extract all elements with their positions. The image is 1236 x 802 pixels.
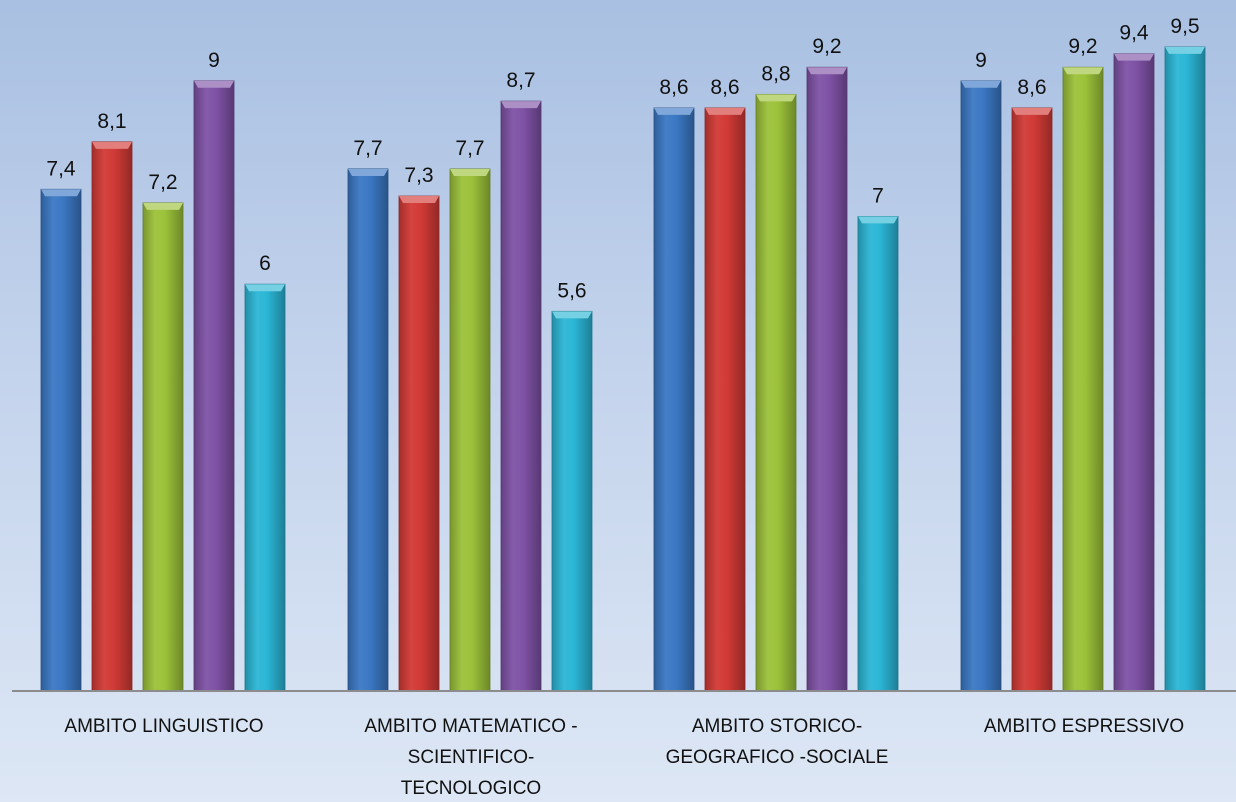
data-label: 7,7: [353, 137, 382, 160]
bar: [704, 107, 746, 692]
bar-top-bevel: [501, 101, 541, 109]
category-label: AMBITO STORICO- GEOGRAFICO -SOCIALE: [666, 716, 889, 768]
bar: [142, 202, 184, 692]
bar-top-bevel: [245, 284, 285, 292]
bar: [755, 93, 797, 692]
category-label-line: AMBITO MATEMATICO -: [364, 716, 577, 737]
data-label: 7,2: [148, 171, 177, 194]
bar-top-bevel: [348, 168, 388, 176]
bar: [1011, 107, 1053, 692]
data-label: 7,7: [455, 137, 484, 160]
category-label: AMBITO MATEMATICO - SCIENTIFICO- TECNOLOGI…: [364, 716, 577, 799]
bar: [347, 168, 389, 692]
bar: [449, 168, 491, 692]
bar-top-bevel: [92, 141, 132, 149]
category-label-line: TECNOLOGICO: [401, 778, 541, 799]
bar-top-bevel: [756, 94, 796, 102]
bar: [91, 141, 133, 692]
bar-top-bevel: [807, 67, 847, 75]
bar-top-bevel: [399, 196, 439, 204]
category-label: AMBITO LINGUISTICO: [64, 716, 263, 737]
data-label: 5,6: [557, 279, 586, 302]
data-label: 9,5: [1170, 15, 1199, 38]
bar: [857, 215, 899, 692]
bar-top-bevel: [1012, 107, 1052, 115]
data-label: 9: [975, 49, 987, 72]
bar: [40, 188, 82, 692]
data-label: 9: [208, 49, 220, 72]
bar: [960, 80, 1002, 692]
bar: [1164, 46, 1206, 692]
data-label: 8,6: [1017, 76, 1046, 99]
data-label: 9,2: [812, 35, 841, 58]
data-label: 7,4: [46, 157, 76, 180]
data-label: 6: [259, 252, 271, 275]
bar: [398, 195, 440, 692]
bar-top-bevel: [143, 202, 183, 210]
category-label-line: GEOGRAFICO -SOCIALE: [666, 747, 889, 768]
bar: [244, 283, 286, 692]
bar: [193, 80, 235, 692]
bar-top-bevel: [194, 80, 234, 88]
bar-top-bevel: [41, 189, 81, 197]
bar-top-bevel: [705, 107, 745, 115]
bar-top-bevel: [858, 216, 898, 224]
category-label-line: AMBITO STORICO-: [692, 716, 862, 737]
bar-top-bevel: [1114, 53, 1154, 61]
bar-top-bevel: [1165, 46, 1205, 54]
bar: [806, 66, 848, 692]
data-label: 8,6: [659, 76, 688, 99]
bar-top-bevel: [654, 107, 694, 115]
category-label: AMBITO ESPRESSIVO: [984, 716, 1184, 737]
data-label: 8,1: [97, 110, 126, 133]
bar: [1062, 66, 1104, 692]
bar-top-bevel: [450, 168, 490, 176]
category-label-line: AMBITO ESPRESSIVO: [984, 716, 1184, 737]
bar-top-bevel: [961, 80, 1001, 88]
bar-top-bevel: [552, 311, 592, 319]
data-label: 8,7: [506, 69, 535, 92]
data-label: 7,3: [404, 164, 433, 187]
data-label: 9,2: [1068, 35, 1097, 58]
category-label-line: AMBITO LINGUISTICO: [64, 716, 263, 737]
bar: [653, 107, 695, 692]
data-label: 8,8: [761, 62, 790, 85]
bar: [551, 310, 593, 692]
bar: [500, 100, 542, 692]
data-label: 7: [872, 184, 884, 207]
data-label: 8,6: [710, 76, 739, 99]
category-label-line: SCIENTIFICO-: [408, 747, 535, 768]
data-label: 9,4: [1119, 22, 1149, 45]
bar: [1113, 53, 1155, 692]
bar-top-bevel: [1063, 67, 1103, 75]
